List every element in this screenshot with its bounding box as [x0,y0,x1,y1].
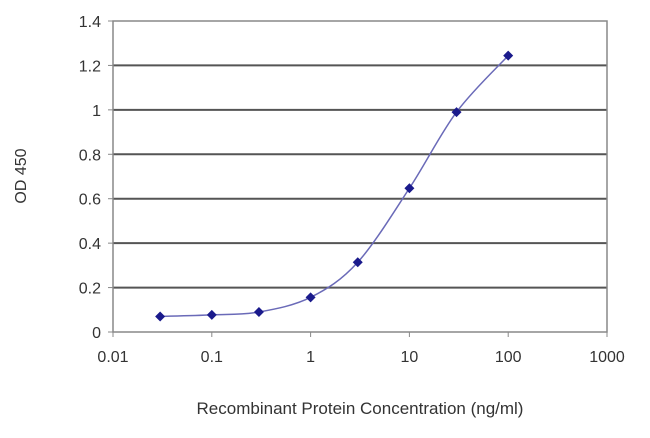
x-tick-label: 100 [495,349,522,366]
data-point [305,292,316,303]
data-point [404,183,415,194]
grid-lines [113,64,607,289]
y-tick-label: 1.4 [79,14,101,31]
y-tick-label: 0.4 [79,236,101,253]
x-tick-label: 0.1 [201,349,223,366]
x-tick-label: 0.01 [97,349,128,366]
data-point [206,309,217,320]
y-tick-label: 1.2 [79,58,101,75]
series-line [160,55,509,318]
y-axis-ticks: 0 0.2 0.4 0.6 0.8 1 1.2 1.4 [79,14,113,342]
data-point [253,307,264,318]
data-point [451,107,462,118]
x-axis-label: Recombinant Protein Concentration (ng/ml… [197,399,524,418]
y-tick-label: 1 [92,103,101,120]
series-markers [155,50,514,322]
y-tick-label: 0.8 [79,147,101,164]
y-axis-label: OD 450 [13,148,30,203]
data-point [352,257,363,268]
x-tick-label: 1 [306,349,315,366]
data-point [155,311,166,322]
x-axis-ticks: 0.01 0.1 1 10 100 1000 [97,332,625,366]
y-tick-label: 0.6 [79,192,101,209]
x-tick-label: 10 [401,349,419,366]
y-tick-label: 0.2 [79,281,101,298]
data-point [503,50,514,61]
x-tick-label: 1000 [589,349,625,366]
plot-frame [112,20,608,333]
y-tick-label: 0 [92,325,101,342]
